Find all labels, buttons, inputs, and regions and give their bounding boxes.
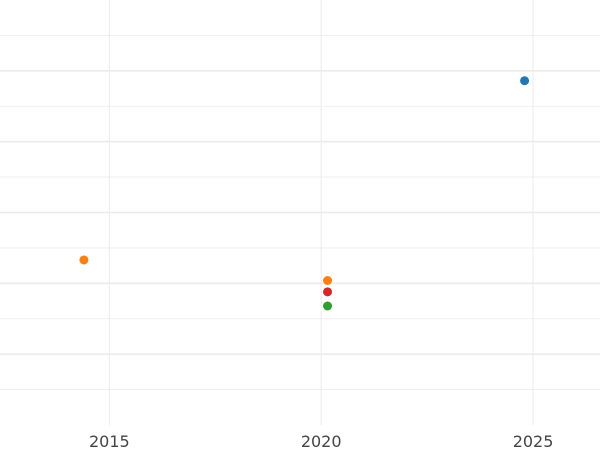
- data-point: [323, 276, 333, 285]
- data-point: [79, 255, 89, 265]
- x-tick-label: 2015: [89, 432, 130, 450]
- x-tick-label: 2020: [301, 432, 342, 450]
- data-point: [323, 301, 333, 311]
- data-points: [79, 76, 530, 311]
- data-point: [323, 287, 333, 297]
- x-axis-ticks: 2015 2020 2025: [89, 432, 553, 450]
- y-gridlines: [0, 35, 600, 390]
- x-gridlines: [108, 0, 534, 425]
- data-point: [520, 76, 530, 86]
- x-tick-label: 2025: [513, 432, 554, 450]
